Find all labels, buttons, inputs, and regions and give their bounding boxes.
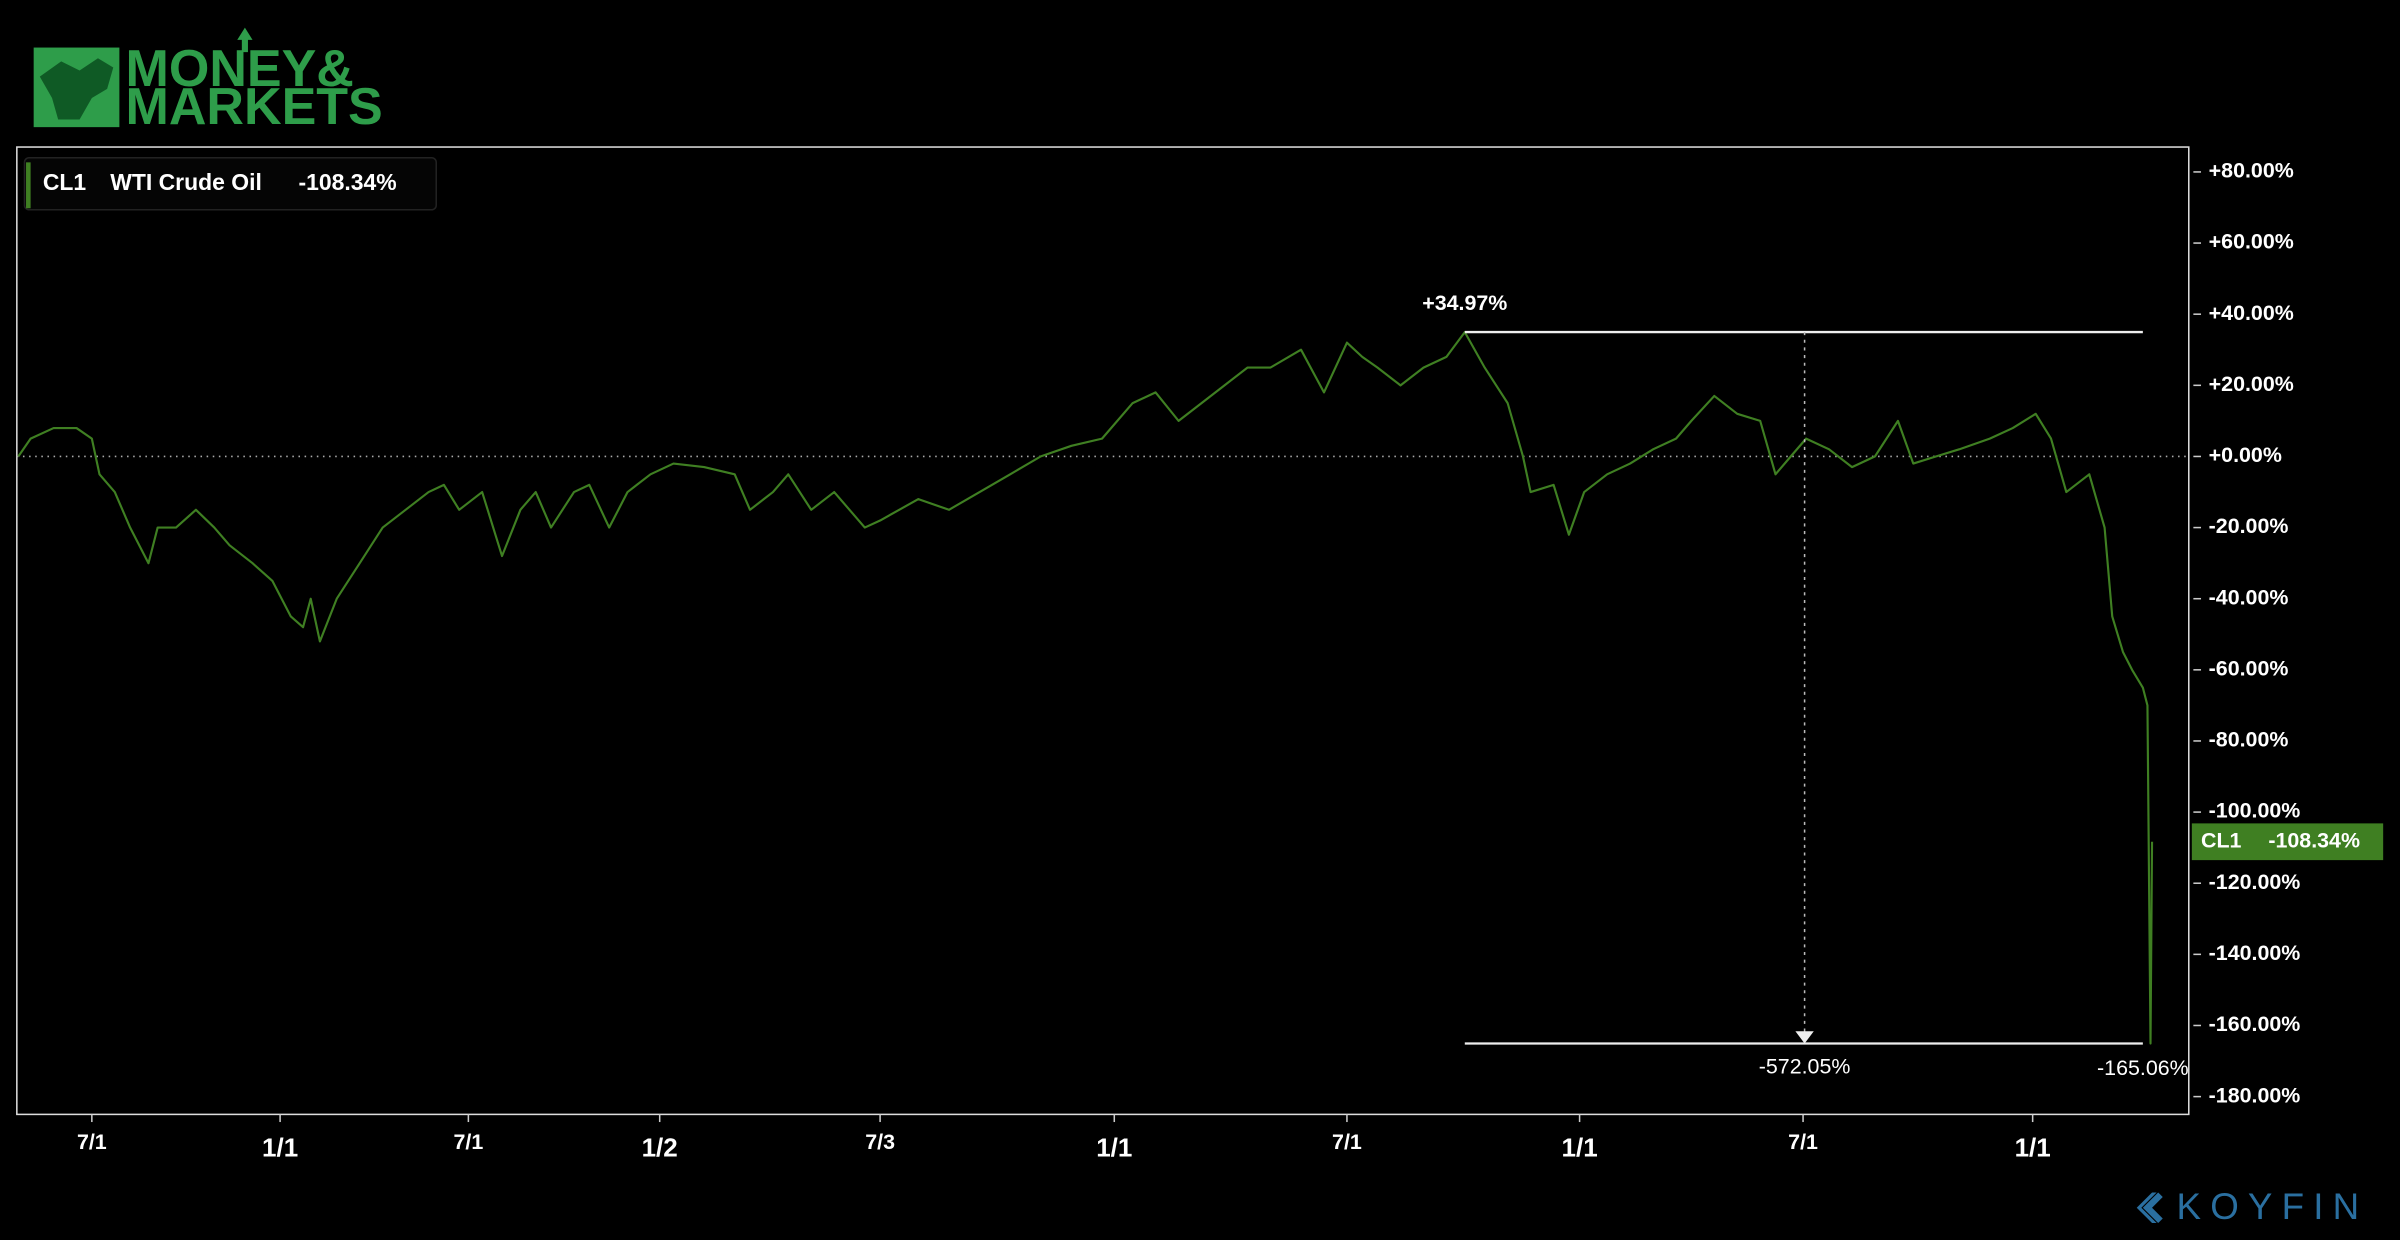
- y-tick-label: +80.00%: [2209, 159, 2294, 183]
- max-label: +34.97%: [1422, 291, 1507, 315]
- min-label: -165.06%: [2097, 1056, 2189, 1080]
- change-arrow: [1795, 1031, 1814, 1044]
- series-line: [17, 331, 2154, 1045]
- y-tick-label: +20.00%: [2209, 372, 2294, 396]
- y-tick-label: -100.00%: [2209, 799, 2301, 823]
- logo-text: MARKETS: [126, 78, 383, 136]
- y-tick-label: -120.00%: [2209, 870, 2301, 894]
- brand-icon: [2136, 1192, 2163, 1224]
- y-tick-label: -140.00%: [2209, 941, 2301, 965]
- plot-frame: [16, 146, 2190, 1116]
- x-tick-label: 7/1: [1788, 1130, 1818, 1154]
- legend-ticker: CL1: [43, 169, 87, 195]
- legend-name: WTI Crude Oil: [110, 169, 262, 195]
- y-tick-label: +0.00%: [2209, 443, 2282, 467]
- x-tick-label: 7/1: [77, 1130, 107, 1154]
- x-tick-label: 1/1: [1562, 1132, 1598, 1162]
- last-tag-value: -108.34%: [2268, 828, 2360, 852]
- y-tick-label: +40.00%: [2209, 301, 2294, 325]
- x-tick-label: 1/1: [262, 1132, 298, 1162]
- x-tick-label: 7/3: [865, 1130, 895, 1154]
- x-tick-label: 1/2: [642, 1132, 678, 1162]
- y-tick-label: -60.00%: [2209, 656, 2289, 680]
- y-tick-label: -160.00%: [2209, 1012, 2301, 1036]
- legend-swatch: [26, 162, 31, 209]
- y-tick-label: -40.00%: [2209, 585, 2289, 609]
- y-tick-label: -180.00%: [2209, 1083, 2301, 1107]
- y-tick-label: -20.00%: [2209, 514, 2289, 538]
- x-tick-label: 7/1: [1332, 1130, 1362, 1154]
- change-label: -572.05%: [1759, 1055, 1851, 1079]
- y-tick-label: +60.00%: [2209, 230, 2294, 254]
- legend-change: -108.34%: [298, 169, 396, 195]
- brand: KOYFIN: [2177, 1186, 2369, 1227]
- logo-icon: [33, 27, 253, 128]
- x-tick-label: 1/1: [2015, 1132, 2051, 1162]
- legend-box: [23, 156, 437, 211]
- last-tag: [2191, 823, 2384, 861]
- x-tick-label: 1/1: [1096, 1132, 1132, 1162]
- x-tick-label: 7/1: [453, 1130, 483, 1154]
- last-tag-ticker: CL1: [2201, 828, 2242, 852]
- logo-text: MONEY&: [126, 40, 354, 98]
- y-tick-label: -80.00%: [2209, 728, 2289, 752]
